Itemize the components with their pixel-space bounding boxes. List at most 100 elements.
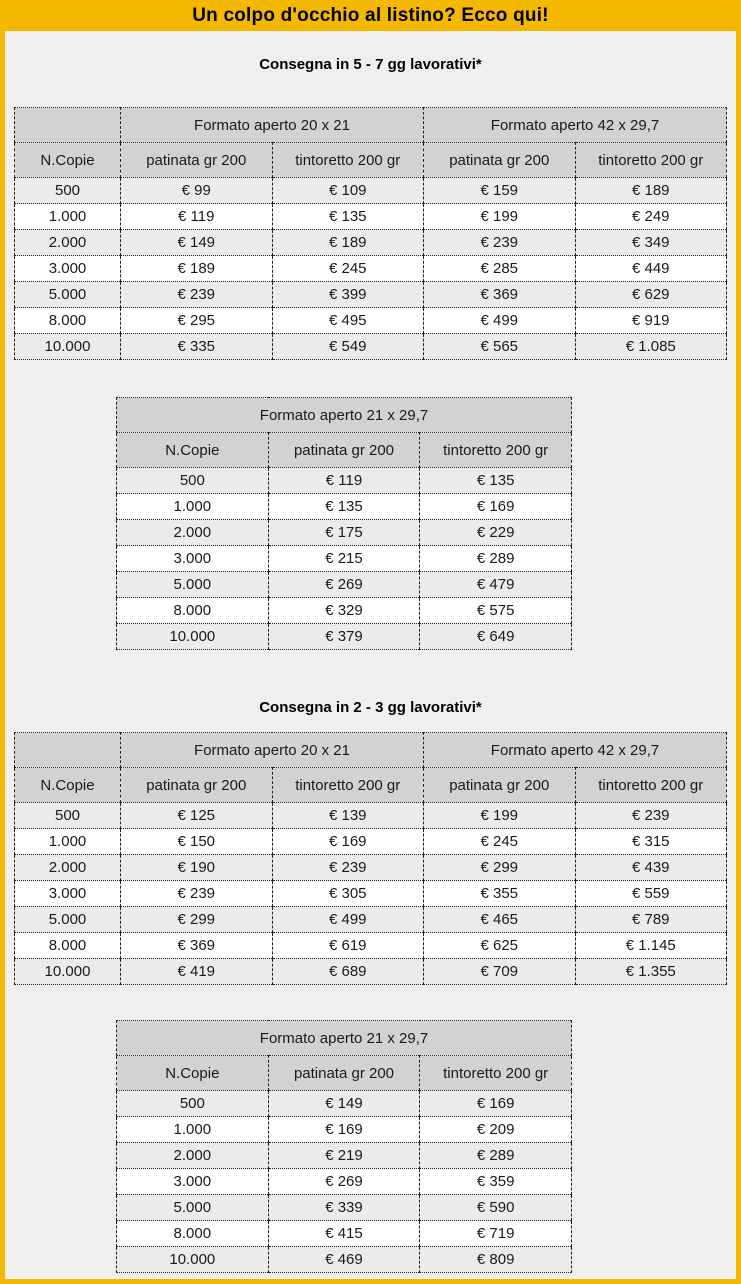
- table-row: 1.000 € 135 € 169: [116, 493, 572, 520]
- price-cell: € 239: [574, 802, 727, 829]
- table-row: 5.000 € 269 € 479: [116, 571, 572, 598]
- table-row: 2.000 € 175 € 229: [116, 519, 572, 546]
- price-cell: € 1.085: [574, 333, 727, 360]
- copies-cell: 500: [116, 1090, 269, 1117]
- column-header-copies: N.Copie: [116, 1055, 269, 1091]
- table-row: 3.000 € 215 € 289: [116, 545, 572, 572]
- copies-cell: 10.000: [116, 623, 269, 650]
- price-cell: € 149: [267, 1090, 421, 1117]
- column-header-paper: patinata gr 200: [120, 142, 273, 178]
- table-row: 2.000 € 190 € 239 € 299 € 439: [14, 854, 727, 881]
- format-group-row: Formato aperto 20 x 21 Formato aperto 42…: [14, 107, 727, 143]
- format-group-header: Formato aperto 20 x 21: [120, 732, 424, 768]
- price-cell: € 335: [120, 333, 273, 360]
- price-cell: € 719: [419, 1220, 572, 1247]
- price-cell: € 239: [120, 880, 273, 907]
- price-cell: € 199: [423, 203, 576, 230]
- copies-cell: 500: [14, 802, 121, 829]
- price-cell: € 229: [419, 519, 572, 546]
- column-header-row: N.Copie patinata gr 200 tintoretto 200 g…: [14, 767, 727, 803]
- price-cell: € 119: [120, 203, 273, 230]
- copies-cell: 10.000: [14, 958, 121, 985]
- copies-cell: 3.000: [14, 880, 121, 907]
- format-group-row: Formato aperto 21 x 29,7: [116, 397, 572, 433]
- copies-cell: 2.000: [116, 519, 269, 546]
- column-header-paper: tintoretto 200 gr: [271, 767, 424, 803]
- price-cell: € 625: [423, 932, 576, 959]
- price-cell: € 399: [271, 281, 424, 308]
- section-heading: Consegna in 2 - 3 gg lavorativi*: [259, 699, 482, 716]
- copies-cell: 5.000: [116, 571, 269, 598]
- price-cell: € 239: [423, 229, 576, 256]
- price-cell: € 295: [120, 307, 273, 334]
- section-heading: Consegna in 5 - 7 gg lavorativi*: [259, 56, 482, 73]
- copies-cell: 8.000: [14, 307, 121, 334]
- price-table-narrow-5-7gg: Formato aperto 21 x 29,7 N.Copie patinat…: [116, 397, 572, 650]
- price-cell: € 329: [267, 597, 421, 624]
- copies-cell: 3.000: [14, 255, 121, 282]
- table-row: 1.000 € 169 € 209: [116, 1116, 572, 1143]
- table-row: 1.000 € 119 € 135 € 199 € 249: [14, 203, 727, 230]
- column-header-paper: tintoretto 200 gr: [574, 142, 727, 178]
- table-row: 8.000 € 329 € 575: [116, 597, 572, 624]
- copies-cell: 8.000: [14, 932, 121, 959]
- table-row: 2.000 € 219 € 289: [116, 1142, 572, 1169]
- page-title-bar: Un colpo d'occhio al listino? Ecco qui!: [0, 0, 741, 31]
- copies-cell: 500: [116, 467, 269, 494]
- price-cell: € 285: [423, 255, 576, 282]
- price-cell: € 135: [419, 467, 572, 494]
- copies-cell: 3.000: [116, 545, 269, 572]
- copies-cell: 1.000: [14, 203, 121, 230]
- table-row: 3.000 € 239 € 305 € 355 € 559: [14, 880, 727, 907]
- price-table-wide-5-7gg: Formato aperto 20 x 21 Formato aperto 42…: [14, 107, 727, 360]
- price-cell: € 119: [267, 467, 421, 494]
- column-header-paper: patinata gr 200: [120, 767, 273, 803]
- price-cell: € 469: [267, 1246, 421, 1273]
- column-header-row: N.Copie patinata gr 200 tintoretto 200 g…: [116, 432, 572, 468]
- price-cell: € 339: [267, 1194, 421, 1221]
- price-cell: € 359: [419, 1168, 572, 1195]
- column-header-copies: N.Copie: [14, 142, 121, 178]
- price-cell: € 239: [120, 281, 273, 308]
- table-row: 1.000 € 150 € 169 € 245 € 315: [14, 828, 727, 855]
- column-header-paper: patinata gr 200: [423, 767, 576, 803]
- column-header-paper: tintoretto 200 gr: [419, 432, 572, 468]
- price-cell: € 150: [120, 828, 273, 855]
- price-cell: € 299: [120, 906, 273, 933]
- format-group-header: Formato aperto 20 x 21: [120, 107, 424, 143]
- copies-cell: 8.000: [116, 597, 269, 624]
- table-row: 10.000 € 419 € 689 € 709 € 1.355: [14, 958, 727, 985]
- price-cell: € 139: [271, 802, 424, 829]
- copies-cell: 500: [14, 177, 121, 204]
- table-body: 500 € 99 € 109 € 159 € 189 1.000 € 119 € 135 € 1…: [14, 177, 727, 360]
- price-cell: € 1.145: [574, 932, 727, 959]
- price-cell: € 169: [271, 828, 424, 855]
- table-header: Formato aperto 21 x 29,7 N.Copie patinat…: [116, 1020, 572, 1091]
- price-cell: € 590: [419, 1194, 572, 1221]
- price-cell: € 215: [267, 545, 421, 572]
- price-cell: € 175: [267, 519, 421, 546]
- table-row: 500 € 149 € 169: [116, 1090, 572, 1117]
- table-header: Formato aperto 20 x 21 Formato aperto 42…: [14, 732, 727, 803]
- column-header-copies: N.Copie: [14, 767, 121, 803]
- price-cell: € 379: [267, 623, 421, 650]
- price-cell: € 499: [271, 906, 424, 933]
- price-cell: € 439: [574, 854, 727, 881]
- price-cell: € 479: [419, 571, 572, 598]
- price-cell: € 209: [419, 1116, 572, 1143]
- price-cell: € 619: [271, 932, 424, 959]
- format-group-header: Formato aperto 42 x 29,7: [423, 107, 727, 143]
- copies-cell: 10.000: [116, 1246, 269, 1273]
- price-cell: € 305: [271, 880, 424, 907]
- table-row: 500 € 99 € 109 € 159 € 189: [14, 177, 727, 204]
- price-cell: € 289: [419, 545, 572, 572]
- price-table-wide-2-3gg: Formato aperto 20 x 21 Formato aperto 42…: [14, 732, 727, 985]
- table-body: 500 € 119 € 135 1.000 € 135 € 169 2.000 € 175 € …: [116, 467, 572, 650]
- copies-cell: 1.000: [116, 1116, 269, 1143]
- table-row: 500 € 119 € 135: [116, 467, 572, 494]
- table-body: 500 € 149 € 169 1.000 € 169 € 209 2.000 € 219 € …: [116, 1090, 572, 1273]
- price-cell: € 189: [574, 177, 727, 204]
- column-header-paper: tintoretto 200 gr: [574, 767, 727, 803]
- price-table-narrow-2-3gg: Formato aperto 21 x 29,7 N.Copie patinat…: [116, 1020, 572, 1273]
- price-cell: € 135: [271, 203, 424, 230]
